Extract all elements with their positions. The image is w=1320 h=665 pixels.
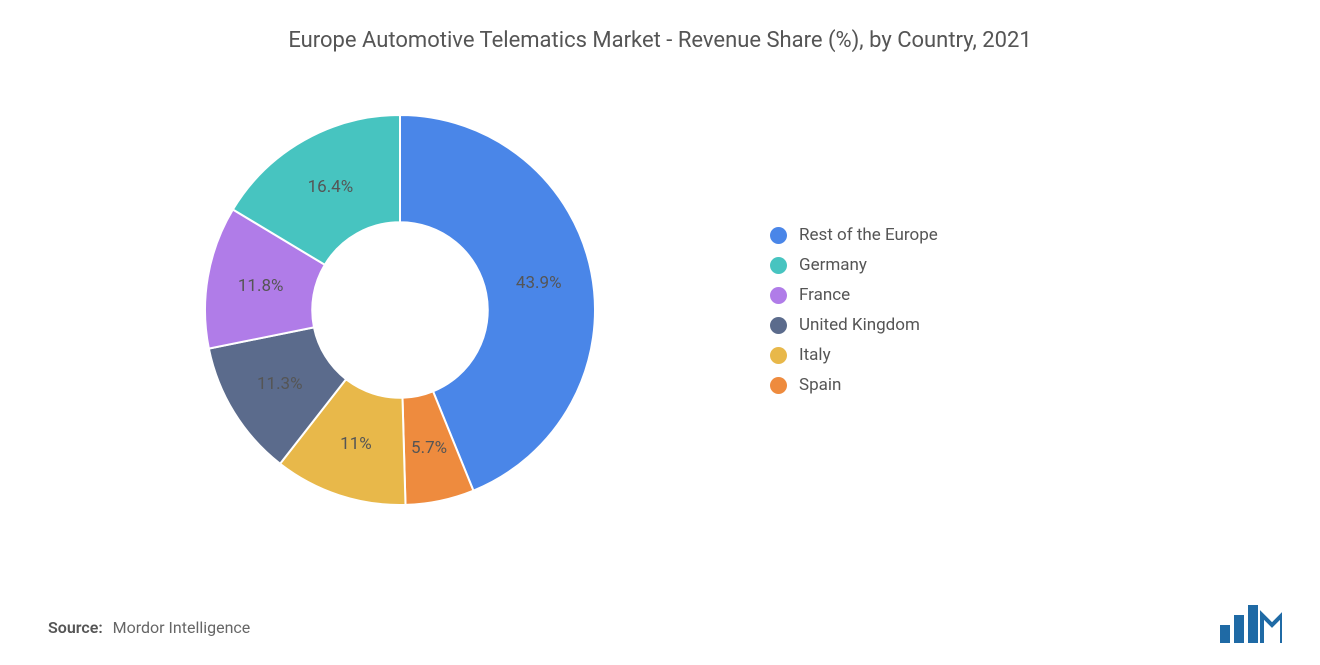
slice-label: 11% [340,434,372,454]
legend-item: Spain [770,375,938,395]
legend-label: Rest of the Europe [799,225,938,245]
slice-label: 43.9% [516,273,562,293]
slice-label: 5.7% [411,438,447,458]
chart-area: 43.9% 5.7% 11% 11.3% 11.8% 16.4% Rest of the … [0,80,1320,560]
legend-swatch [770,227,787,244]
legend-label: United Kingdom [799,315,920,335]
source-label: Source: [48,618,103,637]
brand-logo [1218,605,1282,645]
legend-swatch [770,257,787,274]
chart-title: Europe Automotive Telematics Market - Re… [0,0,1320,53]
donut-chart: 43.9% 5.7% 11% 11.3% 11.8% 16.4% [190,100,610,520]
donut-hole [313,223,487,397]
legend-swatch [770,287,787,304]
legend-label: Italy [799,345,831,365]
legend-label: Germany [799,255,867,275]
slice-label: 16.4% [308,177,354,197]
legend-item: Germany [770,255,938,275]
legend-item: United Kingdom [770,315,938,335]
legend-item: Italy [770,345,938,365]
source-attribution: Source: Mordor Intelligence [48,618,250,637]
legend-item: Rest of the Europe [770,225,938,245]
slice-label: 11.8% [238,276,284,296]
legend-label: Spain [799,375,841,395]
legend-item: France [770,285,938,305]
legend-label: France [799,285,850,305]
legend-swatch [770,317,787,334]
legend-swatch [770,347,787,364]
legend: Rest of the Europe Germany France United Ki… [770,225,938,405]
slice-label: 11.3% [257,374,303,394]
legend-swatch [770,377,787,394]
source-value: Mordor Intelligence [113,618,251,637]
